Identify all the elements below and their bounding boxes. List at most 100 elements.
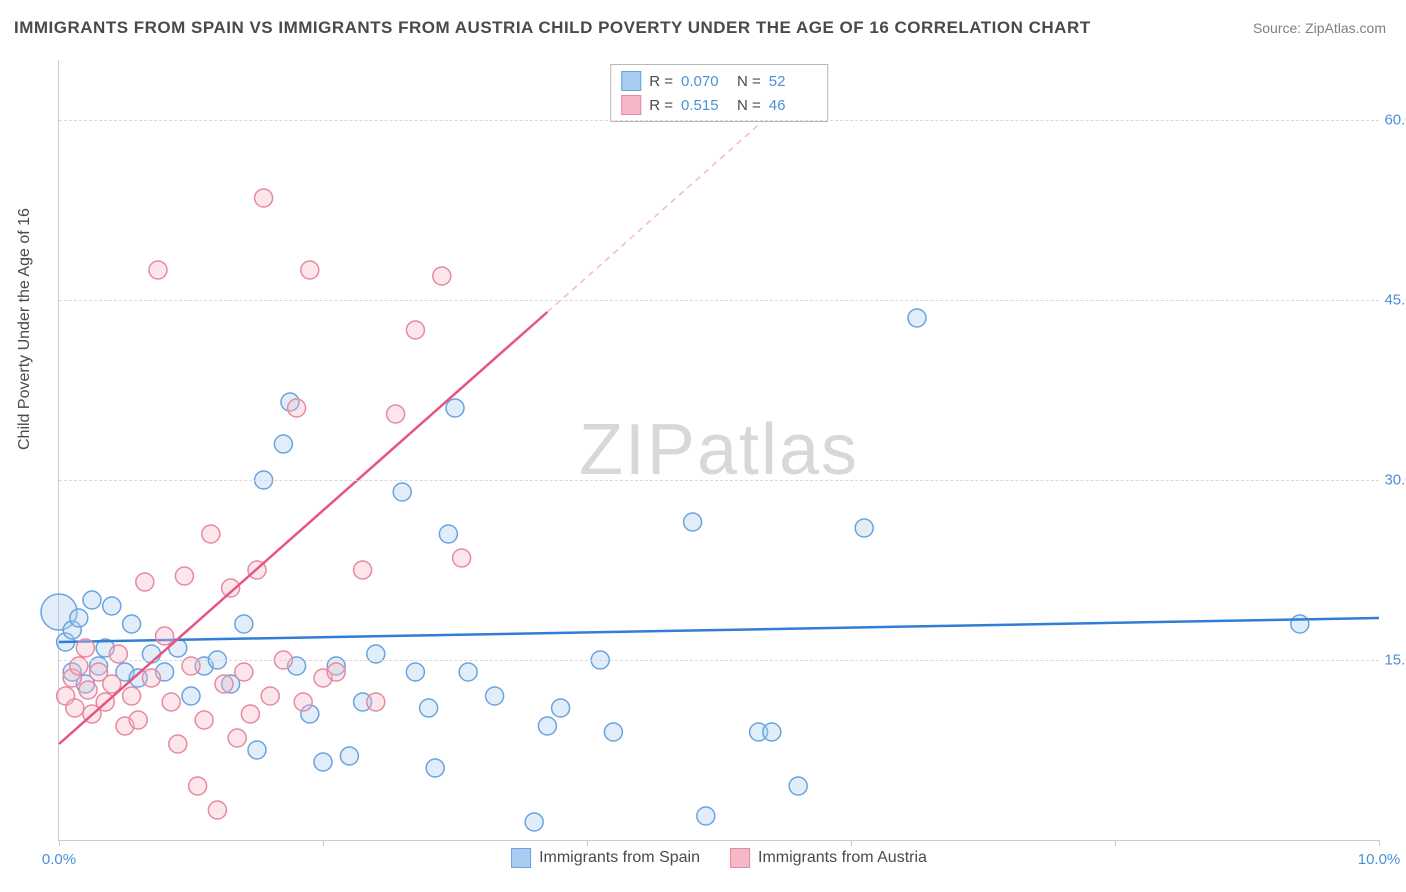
scatter-point xyxy=(604,723,622,741)
legend-swatch xyxy=(621,95,641,115)
scatter-point xyxy=(66,699,84,717)
scatter-point xyxy=(136,573,154,591)
scatter-point xyxy=(261,687,279,705)
scatter-point xyxy=(79,681,97,699)
scatter-point xyxy=(908,309,926,327)
scatter-point xyxy=(189,777,207,795)
scatter-point xyxy=(433,267,451,285)
bottom-legend-label: Immigrants from Austria xyxy=(758,849,927,867)
scatter-point xyxy=(202,525,220,543)
scatter-point xyxy=(406,663,424,681)
scatter-point xyxy=(525,813,543,831)
x-tick-mark xyxy=(587,840,588,846)
scatter-point xyxy=(156,627,174,645)
scatter-point xyxy=(255,189,273,207)
scatter-point xyxy=(684,513,702,531)
y-tick-label: 30.0% xyxy=(1384,472,1406,489)
y-tick-label: 60.0% xyxy=(1384,112,1406,129)
scatter-point xyxy=(123,687,141,705)
x-tick-label: 10.0% xyxy=(1358,851,1401,868)
scatter-point xyxy=(393,483,411,501)
chart-title: IMMIGRANTS FROM SPAIN VS IMMIGRANTS FROM… xyxy=(14,18,1091,38)
legend-r-value: 0.515 xyxy=(681,97,729,114)
x-tick-mark xyxy=(1379,840,1380,846)
legend-n-label: N = xyxy=(737,73,761,90)
scatter-point xyxy=(162,693,180,711)
scatter-point xyxy=(288,399,306,417)
legend-r-value: 0.070 xyxy=(681,73,729,90)
scatter-point xyxy=(70,609,88,627)
scatter-point xyxy=(486,687,504,705)
legend-n-value: 46 xyxy=(769,97,817,114)
y-axis-label: Child Poverty Under the Age of 16 xyxy=(16,208,34,450)
x-tick-mark xyxy=(1115,840,1116,846)
scatter-point xyxy=(76,639,94,657)
bottom-legend-item: Immigrants from Austria xyxy=(730,848,927,868)
scatter-point xyxy=(228,729,246,747)
y-tick-label: 45.0% xyxy=(1384,292,1406,309)
x-tick-mark xyxy=(851,840,852,846)
scatter-point xyxy=(406,321,424,339)
scatter-point xyxy=(169,735,187,753)
scatter-point xyxy=(235,615,253,633)
scatter-point xyxy=(274,435,292,453)
scatter-point xyxy=(789,777,807,795)
chart-svg xyxy=(59,60,1379,840)
scatter-point xyxy=(129,711,147,729)
scatter-point xyxy=(538,717,556,735)
scatter-point xyxy=(195,711,213,729)
scatter-point xyxy=(241,705,259,723)
scatter-point xyxy=(208,801,226,819)
chart-container: IMMIGRANTS FROM SPAIN VS IMMIGRANTS FROM… xyxy=(0,0,1406,892)
gridline xyxy=(59,480,1379,481)
scatter-point xyxy=(340,747,358,765)
scatter-point xyxy=(439,525,457,543)
scatter-point xyxy=(697,807,715,825)
scatter-point xyxy=(387,405,405,423)
scatter-point xyxy=(855,519,873,537)
bottom-legend: Immigrants from Spain Immigrants from Aus… xyxy=(511,848,927,868)
scatter-point xyxy=(83,591,101,609)
x-tick-mark xyxy=(323,840,324,846)
scatter-point xyxy=(446,399,464,417)
scatter-point xyxy=(354,561,372,579)
source-label: Source: ZipAtlas.com xyxy=(1253,20,1386,36)
legend-n-label: N = xyxy=(737,97,761,114)
x-tick-label: 0.0% xyxy=(42,851,76,868)
scatter-point xyxy=(248,741,266,759)
scatter-point xyxy=(420,699,438,717)
scatter-point xyxy=(459,663,477,681)
bottom-legend-label: Immigrants from Spain xyxy=(539,849,700,867)
scatter-point xyxy=(426,759,444,777)
scatter-point xyxy=(1291,615,1309,633)
scatter-point xyxy=(552,699,570,717)
scatter-point xyxy=(175,567,193,585)
scatter-point xyxy=(327,663,345,681)
legend-n-value: 52 xyxy=(769,73,817,90)
scatter-point xyxy=(367,693,385,711)
legend-swatch xyxy=(730,848,750,868)
scatter-point xyxy=(103,597,121,615)
plot-area: ZIPatlas R =0.070N =52R =0.515N =46 Immi… xyxy=(58,60,1379,841)
scatter-point xyxy=(123,615,141,633)
legend-swatch xyxy=(511,848,531,868)
scatter-point xyxy=(314,753,332,771)
scatter-point xyxy=(142,669,160,687)
scatter-point xyxy=(763,723,781,741)
legend-r-label: R = xyxy=(649,73,673,90)
scatter-point xyxy=(294,693,312,711)
x-tick-mark xyxy=(59,840,60,846)
scatter-point xyxy=(301,261,319,279)
legend-row: R = 0.070 N = 52 xyxy=(621,69,817,93)
bottom-legend-item: Immigrants from Spain xyxy=(511,848,700,868)
scatter-point xyxy=(235,663,253,681)
legend-row: R =0.515N =46 xyxy=(621,93,817,117)
scatter-point xyxy=(149,261,167,279)
y-tick-label: 15.0% xyxy=(1384,652,1406,669)
trend-line xyxy=(59,618,1379,642)
legend-swatch xyxy=(621,71,641,91)
scatter-point xyxy=(215,675,233,693)
scatter-point xyxy=(182,687,200,705)
scatter-point xyxy=(453,549,471,567)
gridline xyxy=(59,300,1379,301)
